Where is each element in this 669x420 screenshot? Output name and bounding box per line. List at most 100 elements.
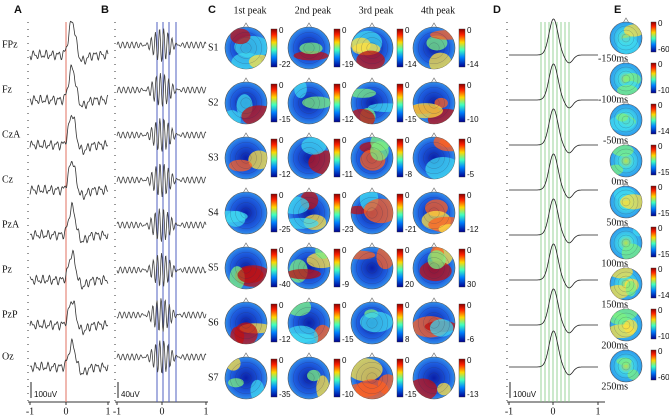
colorbar-max: 0 <box>467 81 472 90</box>
column-header: 2nd peak <box>295 5 331 16</box>
contour <box>423 312 445 334</box>
blob <box>620 194 642 210</box>
contour <box>361 92 383 114</box>
contour <box>303 152 315 164</box>
colorbar <box>650 226 657 258</box>
blob <box>419 260 452 282</box>
waveform <box>116 340 207 374</box>
colorbar-max: 0 <box>658 142 663 151</box>
panel-label: C <box>208 4 216 16</box>
contour <box>303 97 315 109</box>
contour <box>230 362 262 394</box>
contour <box>418 252 450 284</box>
time-label: 150ms <box>601 299 628 310</box>
colorbar-max: 0 <box>467 136 472 145</box>
colorbar-max: 0 <box>467 301 472 310</box>
colorbar-min: -15 <box>405 115 417 124</box>
colorbar <box>458 303 466 343</box>
contour <box>617 111 635 129</box>
colorbar-min: -140 <box>658 291 669 300</box>
topomap-blobs <box>613 353 639 380</box>
colorbar-max: 0 <box>342 301 347 310</box>
colorbar <box>333 248 341 288</box>
contour <box>293 32 325 64</box>
contour <box>240 262 252 274</box>
blob <box>439 137 455 148</box>
blob <box>351 358 383 382</box>
colorbar-max: 0 <box>405 246 410 255</box>
contour <box>361 367 383 389</box>
time-label: 50ms <box>606 217 628 228</box>
contour <box>621 279 631 289</box>
colorbar-max: 0 <box>342 191 347 200</box>
colorbar-min: 20 <box>405 280 414 289</box>
waveform <box>116 208 207 242</box>
contour <box>418 197 450 229</box>
time-label: 100ms <box>601 258 628 269</box>
contour <box>423 202 445 224</box>
colorbar-min: -100 <box>658 86 669 95</box>
blob <box>430 30 455 40</box>
contour <box>240 42 252 54</box>
colorbar <box>396 138 404 178</box>
contour <box>617 193 635 211</box>
contour <box>621 320 631 330</box>
colorbar-max: 0 <box>405 356 410 365</box>
contour <box>613 230 639 256</box>
contour <box>356 87 388 119</box>
colorbar-min: -60 <box>658 373 669 382</box>
waveform <box>116 118 207 152</box>
x-tick-label: 1 <box>596 406 601 417</box>
waveform <box>116 253 207 287</box>
colorbar-min: -12 <box>342 115 354 124</box>
contour <box>356 362 388 394</box>
contour <box>617 234 635 252</box>
waveform <box>509 243 598 289</box>
contour <box>428 152 440 164</box>
subject-label: S2 <box>208 97 219 108</box>
blob <box>241 105 267 124</box>
colorbar <box>396 193 404 233</box>
colorbar-min: -8 <box>405 170 413 179</box>
contour <box>621 361 631 371</box>
x-tick-label: 0 <box>160 406 165 417</box>
colorbar-max: 0 <box>342 81 347 90</box>
channel-label: Pz <box>2 264 13 275</box>
blob <box>351 250 376 260</box>
x-tick-label: -1 <box>505 406 513 417</box>
topomap-blobs <box>610 107 639 133</box>
colorbar <box>650 349 657 381</box>
blob <box>429 52 452 69</box>
contour <box>617 316 635 334</box>
channel-label: PzA <box>2 219 20 230</box>
colorbar <box>458 83 466 123</box>
contour <box>418 362 450 394</box>
colorbar <box>650 21 657 53</box>
colorbar-max: 0 <box>342 356 347 365</box>
colorbar-max: 0 <box>658 60 663 69</box>
contour <box>621 33 631 43</box>
colorbar-min: -35 <box>279 390 291 399</box>
x-tick-label: 1 <box>106 406 111 417</box>
contour <box>428 317 440 329</box>
colorbar-max: 0 <box>405 81 410 90</box>
colorbar-min: -15 <box>405 390 417 399</box>
waveform <box>29 338 109 376</box>
topomap-blobs <box>230 307 267 344</box>
contour <box>356 32 388 64</box>
contour <box>617 275 635 293</box>
colorbar-max: 0 <box>467 191 472 200</box>
contour <box>613 25 639 51</box>
contour <box>361 202 383 224</box>
colorbar <box>650 267 657 299</box>
column-header: 1st peak <box>233 5 266 16</box>
colorbar-min: -9 <box>342 280 350 289</box>
blob <box>611 145 634 157</box>
contour <box>235 92 257 114</box>
topomap-blobs <box>293 32 329 64</box>
subject-label: S6 <box>208 317 219 328</box>
colorbar <box>270 28 278 68</box>
colorbar-min: -100 <box>658 332 669 341</box>
colorbar-min: -11 <box>342 170 354 179</box>
